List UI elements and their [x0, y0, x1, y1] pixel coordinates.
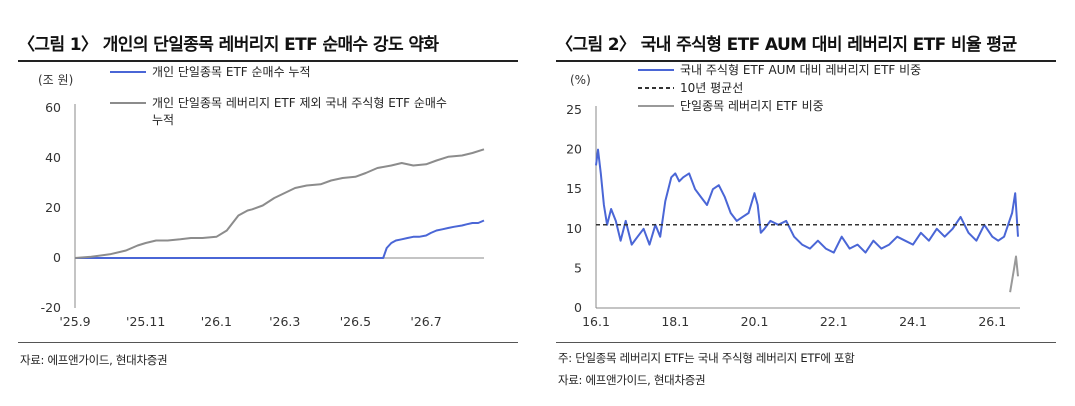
legend-label: 개인 단일종목 레버리지 ETF 제외 국내 주식형 ETF 순매수	[152, 96, 447, 110]
chart-panel-2: 〈그림 2〉 국내 주식형 ETF AUM 대비 레버리지 ETF 비율 평균 …	[538, 0, 1075, 406]
series-line-1	[75, 219, 485, 259]
y-tick-label: 5	[574, 260, 582, 275]
y-tick-label: 25	[566, 102, 582, 117]
legend-label: 국내 주식형 ETF AUM 대비 레버리지 ETF 비중	[680, 63, 921, 77]
footnote-text: 주: 단일종목 레버리지 ETF는 국내 주식형 레버리지 ETF에 포함	[558, 351, 855, 365]
y-tick-label: 15	[566, 181, 582, 196]
x-tick-label: 20.1	[741, 314, 769, 329]
source-text: 자료: 에프앤가이드, 현대차증권	[558, 373, 706, 387]
y-tick-label: 20	[45, 200, 61, 215]
chart-panel-1: 〈그림 1〉 개인의 단일종목 레버리지 ETF 순매수 강도 약화 (조 원)…	[0, 0, 530, 406]
y-tick-label: 0	[53, 250, 61, 265]
x-tick-label: '26.1	[201, 314, 232, 329]
source-rule	[556, 342, 1056, 343]
x-tick-label: '26.5	[340, 314, 371, 329]
series-line-1	[595, 148, 1019, 254]
y-axis-unit-label: (조 원)	[38, 73, 73, 87]
title-rule	[18, 60, 518, 62]
y-tick-label: 20	[566, 142, 582, 157]
y-tick-label: -20	[41, 300, 61, 315]
title-rule	[556, 60, 1056, 62]
x-tick-label: '25.11	[126, 314, 165, 329]
y-tick-label: 10	[566, 221, 582, 236]
legend-label: 10년 평균선	[680, 81, 743, 95]
series-line-3	[1009, 255, 1019, 293]
x-tick-label: '26.7	[410, 314, 441, 329]
legend-label: 개인 단일종목 ETF 순매수 누적	[152, 65, 311, 79]
chart-title: 〈그림 2〉 국내 주식형 ETF AUM 대비 레버리지 ETF 비율 평균	[556, 35, 1017, 55]
chart-2-plot: (%) 0 5 10 15 20 25 16.1 18.1 20.1 22.1 24.1 26.1 국내 …	[566, 63, 1020, 329]
legend-label: 누적	[152, 113, 174, 127]
x-tick-label: 18.1	[661, 314, 689, 329]
source-text: 자료: 에프앤가이드, 현대차증권	[20, 353, 168, 367]
x-tick-label: 22.1	[820, 314, 848, 329]
x-tick-label: '26.3	[269, 314, 300, 329]
y-axis-unit-label: (%)	[570, 73, 591, 87]
chart-1-plot: (조 원) -20 0 20 40 60 '25.9 '25.11 '26.1 '26.3 '26.…	[38, 65, 485, 329]
y-tick-label: 0	[574, 300, 582, 315]
source-rule	[18, 342, 518, 343]
x-tick-label: '25.9	[59, 314, 90, 329]
chart-title: 〈그림 1〉 개인의 단일종목 레버리지 ETF 순매수 강도 약화	[18, 35, 439, 55]
series-line-2	[74, 148, 485, 259]
x-tick-label: 26.1	[978, 314, 1006, 329]
x-tick-label: 16.1	[582, 314, 610, 329]
y-tick-label: 40	[45, 150, 61, 165]
y-tick-label: 60	[45, 100, 61, 115]
legend-label: 단일종목 레버리지 ETF 비중	[680, 99, 824, 113]
x-tick-label: 24.1	[899, 314, 927, 329]
